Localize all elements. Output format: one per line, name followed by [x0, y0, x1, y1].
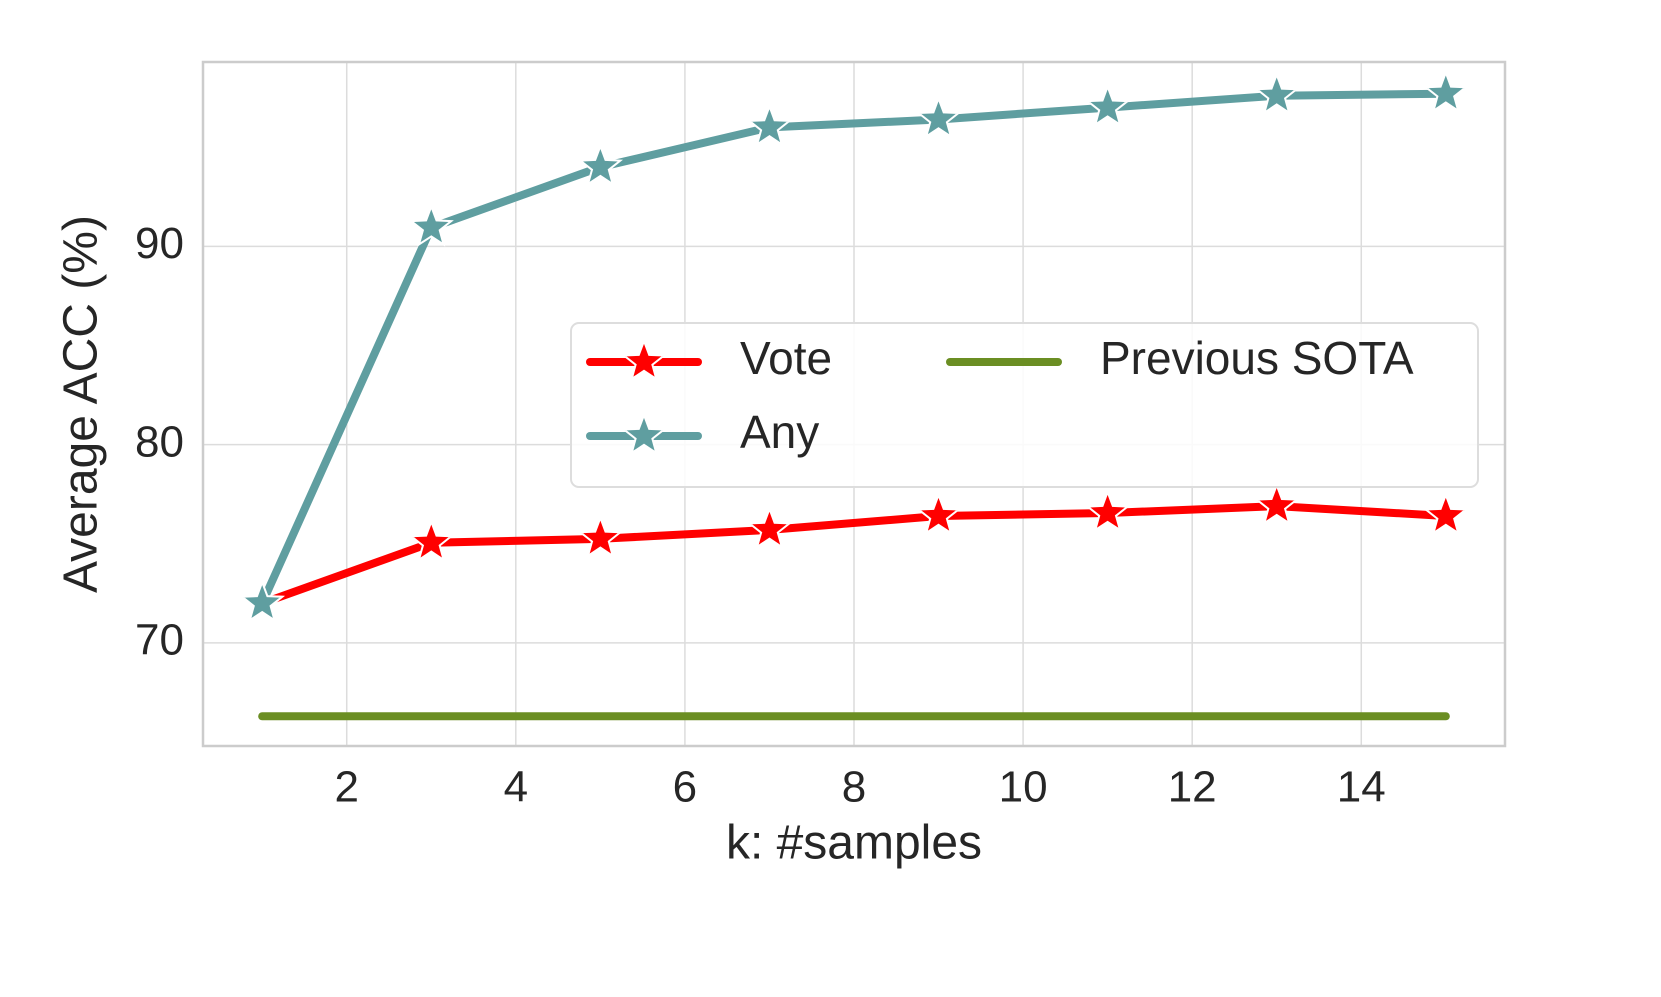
series-line — [258, 89, 1450, 608]
x-tick-label: 2 — [334, 763, 358, 812]
star-marker — [1423, 492, 1469, 536]
star-marker — [577, 514, 624, 559]
star-marker — [408, 518, 454, 563]
legend-label: Any — [740, 406, 819, 458]
series-line — [258, 502, 1450, 608]
lines — [239, 69, 1469, 721]
star-marker — [915, 492, 962, 536]
star-marker — [1254, 482, 1300, 526]
star-marker — [915, 95, 962, 139]
star-marker — [577, 143, 623, 187]
x-tick-label: 4 — [504, 763, 528, 812]
star-marker — [746, 506, 793, 550]
legend-label: Vote — [740, 332, 832, 384]
legend-marker — [621, 338, 667, 382]
legend-label: Previous SOTA — [1100, 332, 1414, 384]
x-axis-label: k: #samples — [726, 817, 982, 870]
star-marker — [1084, 83, 1131, 127]
y-tick-label: 90 — [135, 219, 184, 268]
plot-frame — [201, 60, 1507, 748]
y-tick-label: 80 — [135, 417, 184, 466]
y-tick-label: 70 — [135, 616, 184, 665]
legend-marker — [621, 412, 667, 456]
x-tick-label: 14 — [1337, 763, 1386, 812]
legend-frame — [570, 322, 1479, 488]
y-axis-label: Average ACC (%) — [55, 215, 108, 593]
x-tick-label: 12 — [1168, 763, 1217, 812]
x-tick-label: 8 — [842, 763, 866, 812]
star-marker — [1423, 69, 1469, 114]
star-marker — [408, 203, 454, 247]
legend: Vote Any Previous SOTA — [570, 322, 1479, 488]
x-tick-label: 6 — [673, 763, 697, 812]
star-marker — [239, 579, 285, 623]
x-tick-label: 10 — [999, 763, 1048, 812]
star-marker — [1254, 71, 1300, 116]
star-marker — [1085, 489, 1131, 533]
star-marker — [746, 103, 793, 147]
